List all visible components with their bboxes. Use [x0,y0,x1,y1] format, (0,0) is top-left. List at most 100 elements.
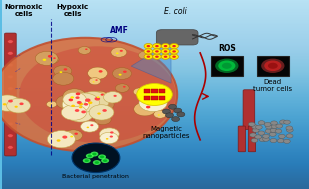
Circle shape [100,132,118,144]
Circle shape [76,92,80,95]
Circle shape [134,102,156,116]
Circle shape [8,122,13,126]
Circle shape [252,125,259,129]
Circle shape [115,84,129,92]
Circle shape [269,132,276,136]
Circle shape [120,50,123,52]
Circle shape [8,63,13,67]
Circle shape [35,51,58,65]
Circle shape [110,136,113,138]
Circle shape [148,103,152,105]
Circle shape [69,98,73,101]
Circle shape [153,87,172,99]
Circle shape [102,109,107,112]
FancyBboxPatch shape [243,90,255,129]
Circle shape [159,93,163,95]
Circle shape [139,94,167,112]
Circle shape [64,68,67,70]
Bar [151,96,158,100]
Circle shape [8,99,13,102]
Circle shape [78,46,91,54]
Circle shape [65,130,83,141]
Circle shape [8,87,13,90]
Text: Bacterial penetration: Bacterial penetration [62,174,129,179]
Circle shape [8,52,13,55]
Circle shape [252,128,259,132]
Text: Magnetic
nanoparticles: Magnetic nanoparticles [143,126,190,139]
Circle shape [111,47,127,57]
Bar [144,96,150,100]
Circle shape [271,121,277,125]
Circle shape [50,60,52,61]
Circle shape [251,138,258,143]
Circle shape [163,109,171,114]
Circle shape [70,96,74,98]
Circle shape [172,50,176,53]
Circle shape [103,159,107,162]
Bar [144,89,150,93]
Circle shape [284,139,290,143]
Circle shape [87,127,89,128]
Circle shape [99,70,103,73]
Circle shape [271,124,278,129]
Circle shape [153,54,161,59]
Circle shape [61,105,87,120]
Circle shape [75,109,79,112]
Circle shape [258,131,265,135]
Circle shape [266,125,273,129]
Circle shape [255,135,261,139]
Circle shape [8,75,13,79]
Text: Hypoxic
cells: Hypoxic cells [57,4,89,17]
Circle shape [164,45,167,47]
Circle shape [265,129,272,133]
Circle shape [161,54,170,59]
FancyBboxPatch shape [248,126,256,152]
Circle shape [144,49,153,54]
Circle shape [88,101,92,104]
Bar [211,56,243,76]
Circle shape [62,96,90,113]
Circle shape [48,55,52,58]
Circle shape [8,146,13,149]
Bar [151,89,158,93]
Circle shape [97,112,101,115]
Circle shape [270,128,277,132]
Circle shape [101,158,109,163]
Circle shape [92,98,114,111]
Circle shape [75,96,80,99]
Circle shape [90,124,93,126]
Circle shape [275,129,282,133]
Circle shape [43,59,46,61]
Circle shape [101,94,104,96]
Circle shape [286,126,293,130]
Circle shape [263,134,269,138]
Circle shape [98,154,106,159]
Circle shape [71,99,95,114]
Circle shape [46,55,59,63]
Circle shape [137,92,139,93]
Circle shape [170,54,178,59]
Circle shape [278,134,285,139]
Circle shape [8,40,13,43]
Circle shape [138,51,151,59]
Circle shape [146,53,148,55]
Circle shape [268,63,278,69]
Circle shape [170,49,178,54]
Text: AMF: AMF [109,26,128,35]
Circle shape [155,56,159,58]
Circle shape [70,136,73,137]
Circle shape [158,114,160,116]
Circle shape [46,101,57,107]
Circle shape [154,99,159,102]
Circle shape [177,112,185,117]
Circle shape [153,49,161,54]
Circle shape [19,102,24,105]
Polygon shape [131,42,171,83]
Circle shape [8,100,13,102]
Text: E. coli: E. coli [164,7,187,16]
Circle shape [172,117,180,122]
Circle shape [53,72,74,85]
Circle shape [144,54,153,59]
Circle shape [137,84,172,105]
Circle shape [78,91,109,111]
